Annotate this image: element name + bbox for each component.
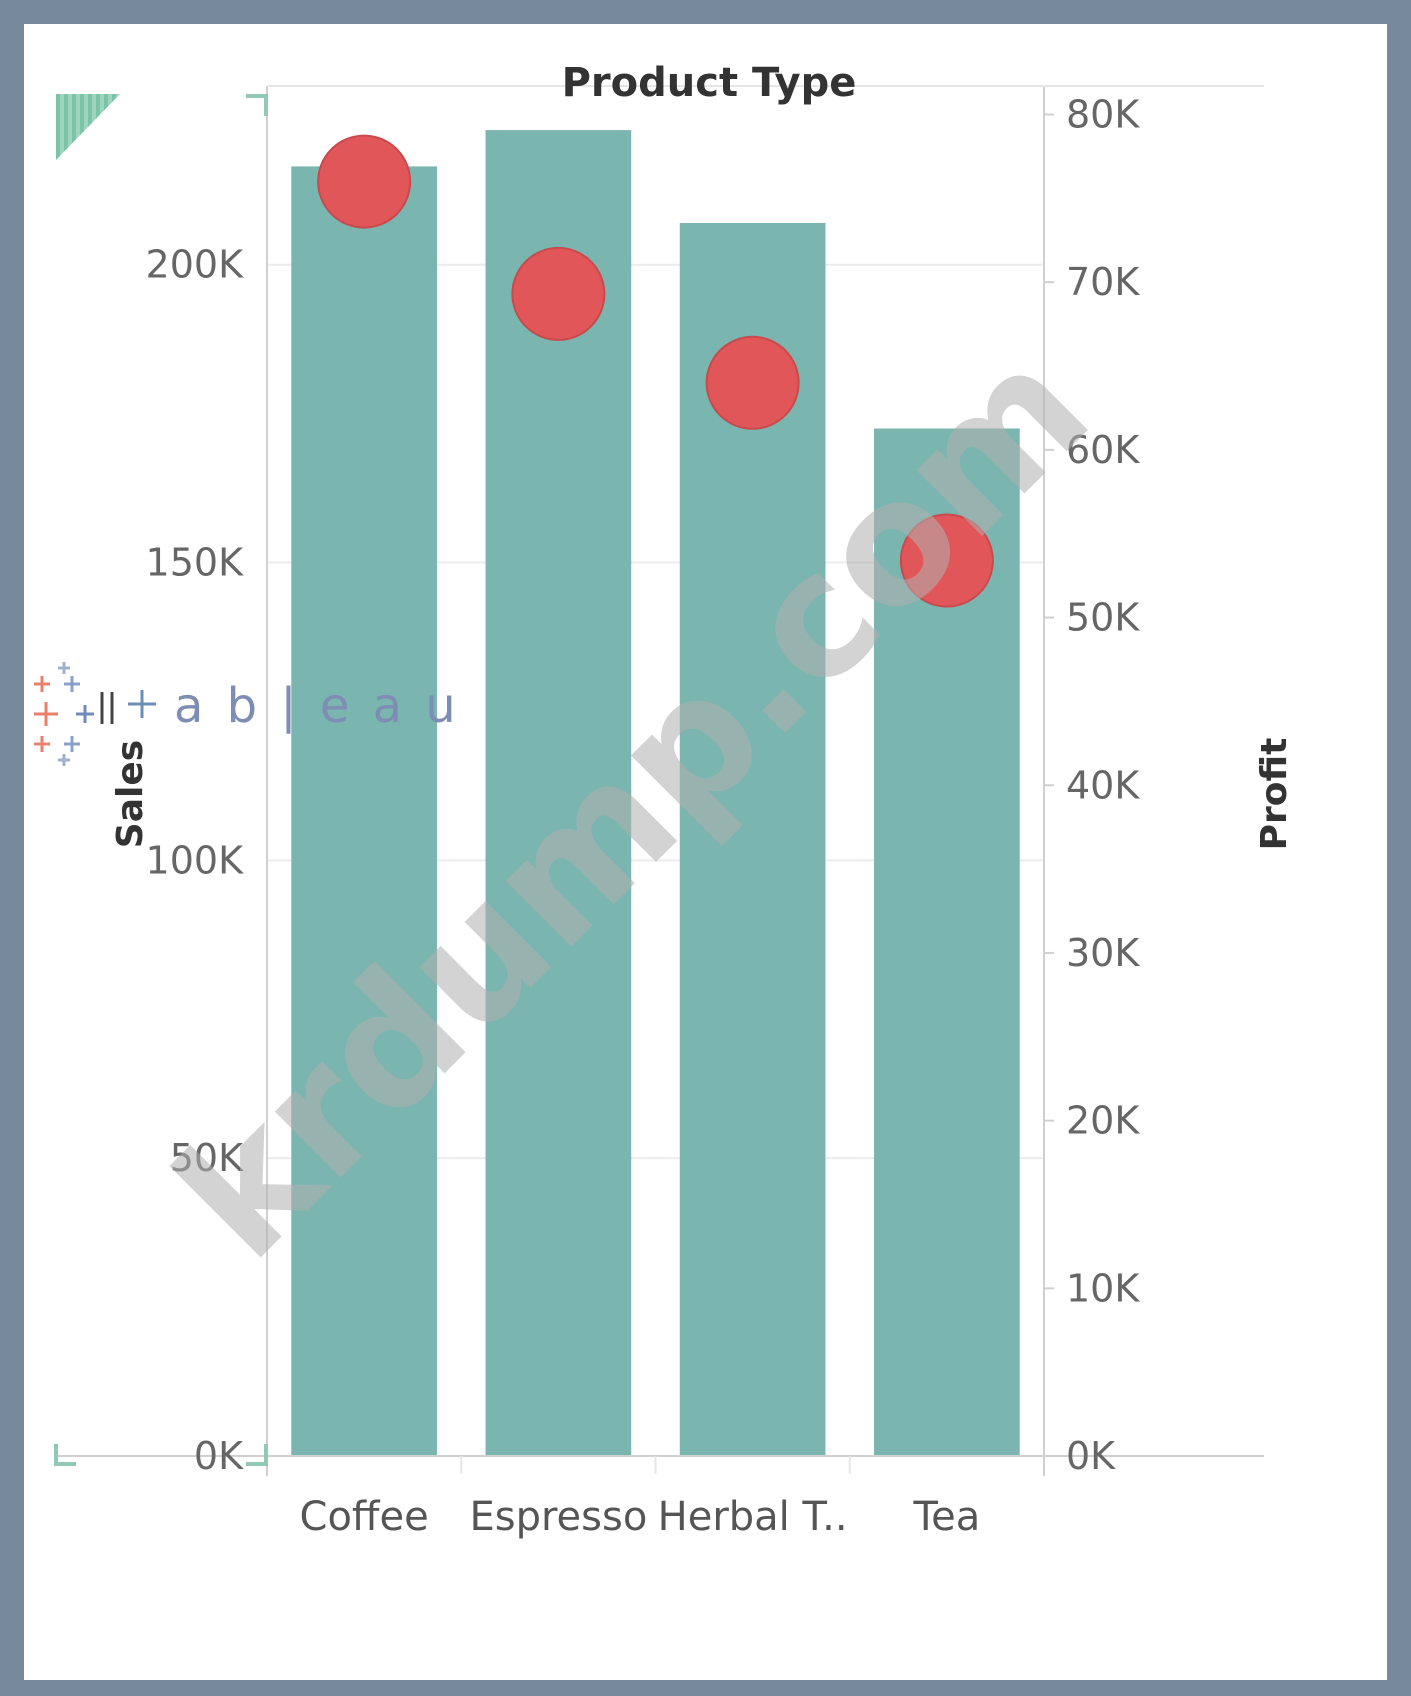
left-tick-label: 100K <box>146 838 245 882</box>
right-tick-label: 30K <box>1066 931 1140 975</box>
chart-title: Product Type <box>562 60 857 106</box>
right-tick-label: 80K <box>1066 93 1140 137</box>
left-axis-ticks: 0K 50K 100K 150K 200K <box>146 243 245 1478</box>
category-label: Coffee <box>300 1494 429 1540</box>
corner-bracket-icon <box>246 94 268 116</box>
profit-dot <box>511 246 606 341</box>
right-axis-ticks: 0K 10K 20K 30K 40K 50K 60K 70K 80K <box>1044 93 1140 1478</box>
chart-frame: 0K 50K 100K 150K 200K 0K 10K 20K 30K 40K 50K 60K 70… <box>24 24 1387 1680</box>
tableau-logo: a b | e a u <box>34 662 460 766</box>
left-tick-label: 150K <box>146 541 245 585</box>
tableau-plus-icon <box>34 662 156 766</box>
profit-dot <box>899 513 994 608</box>
category-label: Herbal T.. <box>658 1494 848 1540</box>
right-tick-label: 20K <box>1066 1099 1140 1143</box>
left-tick-label: 50K <box>170 1136 244 1180</box>
category-labels: Coffee Espresso Herbal T.. Tea <box>300 1494 981 1540</box>
corner-bracket-icon <box>54 1444 76 1466</box>
right-tick-label: 10K <box>1066 1266 1140 1310</box>
sales-bar <box>291 166 437 1456</box>
axes <box>54 85 1264 1476</box>
combo-chart: 0K 50K 100K 150K 200K 0K 10K 20K 30K 40K 50K 60K 70… <box>34 60 1295 1540</box>
right-axis-title: Profit <box>1254 738 1295 851</box>
right-tick-label: 0K <box>1066 1434 1116 1478</box>
tableau-wordmark: a b | e a u <box>174 678 460 734</box>
profit-dot <box>317 134 412 229</box>
right-tick-label: 40K <box>1066 763 1140 807</box>
corner-hatch-icon <box>56 94 120 160</box>
profit-dot <box>705 335 800 430</box>
corner-bracket-icon <box>246 1444 268 1466</box>
right-tick-label: 50K <box>1066 596 1140 640</box>
category-label: Espresso <box>469 1494 647 1540</box>
profit-dots <box>317 134 994 608</box>
category-label: Tea <box>912 1494 980 1540</box>
right-tick-label: 60K <box>1066 428 1140 472</box>
left-axis-title: Sales <box>110 740 151 848</box>
right-tick-label: 70K <box>1066 260 1140 304</box>
sales-bar <box>485 130 632 1457</box>
left-tick-label: 0K <box>194 1434 244 1478</box>
left-tick-label: 200K <box>146 243 245 287</box>
